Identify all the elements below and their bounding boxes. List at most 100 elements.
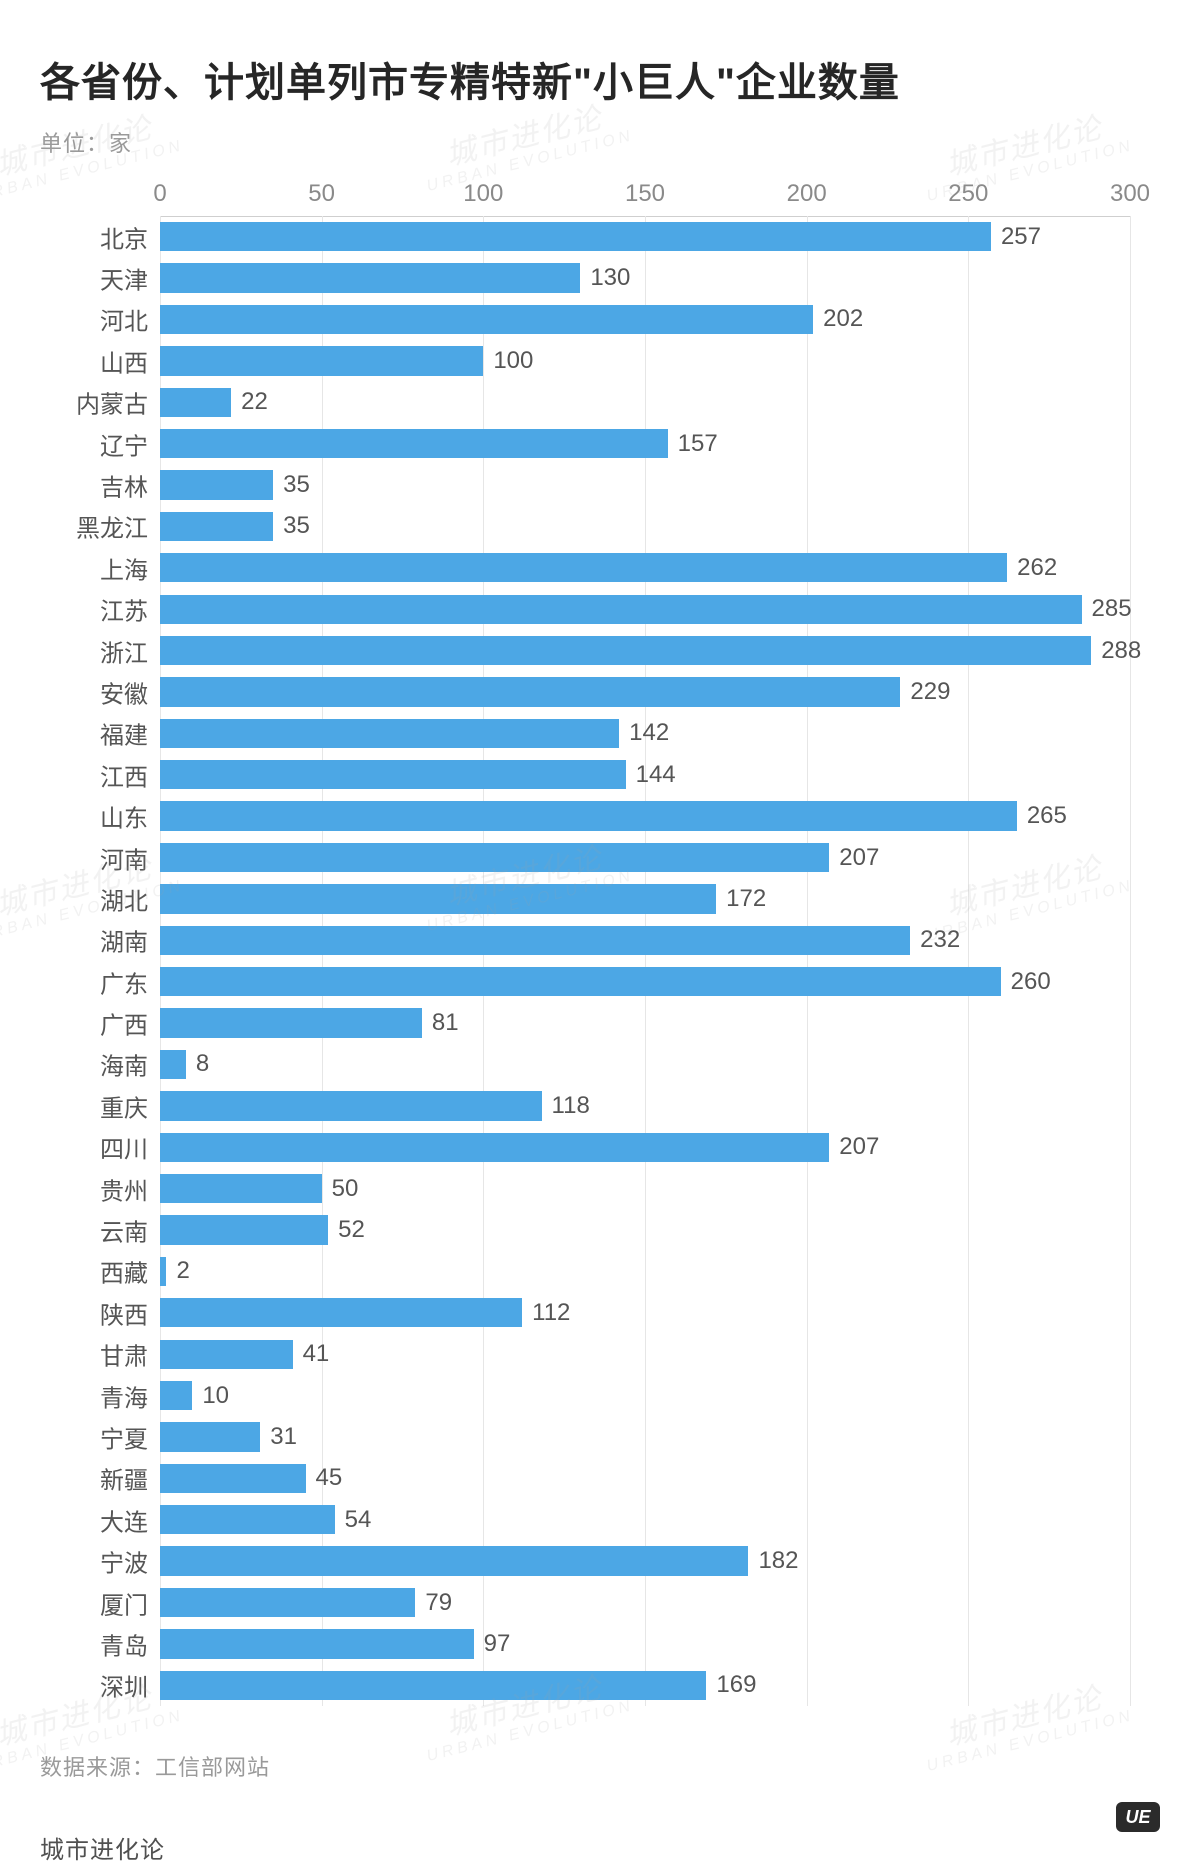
value-label: 112 xyxy=(532,1299,570,1327)
category-label: 北京 xyxy=(100,219,148,254)
value-label: 35 xyxy=(283,512,310,540)
value-label: 54 xyxy=(345,1506,372,1534)
x-tick-label: 100 xyxy=(463,180,503,208)
category-label: 深圳 xyxy=(100,1668,148,1703)
bar-row: 安徽229 xyxy=(160,671,1130,712)
category-label: 青岛 xyxy=(100,1626,148,1661)
bar-row: 河北202 xyxy=(160,299,1130,340)
bar xyxy=(160,677,900,706)
value-label: 130 xyxy=(590,264,630,292)
bar-row: 江西144 xyxy=(160,754,1130,795)
x-tick-label: 250 xyxy=(948,180,988,208)
bar xyxy=(160,1133,829,1162)
bar-row: 深圳169 xyxy=(160,1665,1130,1706)
bar xyxy=(160,305,813,334)
value-label: 202 xyxy=(823,305,863,333)
value-label: 35 xyxy=(283,471,310,499)
bar-row: 河南207 xyxy=(160,837,1130,878)
bar xyxy=(160,719,619,748)
bar-row: 广东260 xyxy=(160,961,1130,1002)
bar-row: 宁夏31 xyxy=(160,1416,1130,1457)
category-label: 天津 xyxy=(100,261,148,296)
value-label: 157 xyxy=(678,430,718,458)
value-label: 52 xyxy=(338,1216,365,1244)
x-tick-label: 150 xyxy=(625,180,665,208)
category-label: 河南 xyxy=(100,840,148,875)
value-label: 22 xyxy=(241,388,268,416)
bar xyxy=(160,1091,542,1120)
value-label: 285 xyxy=(1092,595,1132,623)
value-label: 31 xyxy=(270,1423,297,1451)
bar xyxy=(160,636,1091,665)
value-label: 229 xyxy=(910,678,950,706)
bar-row: 山东265 xyxy=(160,795,1130,836)
value-label: 45 xyxy=(316,1464,343,1492)
category-label: 江西 xyxy=(100,757,148,792)
bar xyxy=(160,1340,293,1369)
x-tick-label: 200 xyxy=(787,180,827,208)
ue-badge-icon: UE xyxy=(1116,1802,1160,1832)
bar xyxy=(160,1464,306,1493)
bar xyxy=(160,346,483,375)
bar-row: 浙江288 xyxy=(160,630,1130,671)
bar xyxy=(160,1422,260,1451)
data-source: 数据来源：工信部网站 xyxy=(40,1750,1160,1782)
gridline xyxy=(1130,216,1131,1706)
category-label: 湖北 xyxy=(100,881,148,916)
bar xyxy=(160,801,1017,830)
value-label: 79 xyxy=(425,1589,452,1617)
category-label: 黑龙江 xyxy=(76,509,148,544)
category-label: 新疆 xyxy=(100,1461,148,1496)
category-label: 甘肃 xyxy=(100,1337,148,1372)
chart-area: 050100150200250300 北京257天津130河北202山西100内… xyxy=(40,166,1160,1746)
x-axis: 050100150200250300 xyxy=(160,166,1130,216)
value-label: 2 xyxy=(176,1257,189,1285)
value-label: 144 xyxy=(636,761,676,789)
value-label: 118 xyxy=(552,1092,590,1120)
bar xyxy=(160,1174,322,1203)
bar-row: 福建142 xyxy=(160,713,1130,754)
category-label: 山东 xyxy=(100,799,148,834)
plot-area: 北京257天津130河北202山西100内蒙古22辽宁157吉林35黑龙江35上… xyxy=(160,216,1130,1706)
chart-title: 各省份、计划单列市专精特新"小巨人"企业数量 xyxy=(40,50,1160,108)
bar xyxy=(160,967,1001,996)
bar-row: 宁波182 xyxy=(160,1540,1130,1581)
value-label: 41 xyxy=(303,1340,330,1368)
bar xyxy=(160,595,1082,624)
x-tick-label: 300 xyxy=(1110,180,1150,208)
bar xyxy=(160,1546,748,1575)
bar-row: 湖北172 xyxy=(160,878,1130,919)
bar-row: 陕西112 xyxy=(160,1292,1130,1333)
value-label: 169 xyxy=(716,1671,756,1699)
bar-row: 天津130 xyxy=(160,257,1130,298)
bar-row: 山西100 xyxy=(160,340,1130,381)
category-label: 海南 xyxy=(100,1047,148,1082)
category-label: 山西 xyxy=(100,343,148,378)
bar-row: 大连54 xyxy=(160,1499,1130,1540)
bar xyxy=(160,222,991,251)
bar-row: 重庆118 xyxy=(160,1085,1130,1126)
category-label: 宁波 xyxy=(100,1544,148,1579)
bar xyxy=(160,429,668,458)
category-label: 厦门 xyxy=(100,1585,148,1620)
bar-row: 吉林35 xyxy=(160,464,1130,505)
category-label: 广东 xyxy=(100,964,148,999)
value-label: 97 xyxy=(484,1630,511,1658)
bar-row: 广西81 xyxy=(160,1002,1130,1043)
bar xyxy=(160,1629,474,1658)
bar-row: 海南8 xyxy=(160,1044,1130,1085)
bar-row: 黑龙江35 xyxy=(160,506,1130,547)
bar xyxy=(160,1588,415,1617)
value-label: 50 xyxy=(332,1175,359,1203)
category-label: 四川 xyxy=(100,1130,148,1165)
bar-row: 江苏285 xyxy=(160,589,1130,630)
bar-row: 辽宁157 xyxy=(160,423,1130,464)
bar-row: 厦门79 xyxy=(160,1582,1130,1623)
category-label: 上海 xyxy=(100,550,148,585)
bar xyxy=(160,1008,422,1037)
bar-row: 青岛97 xyxy=(160,1623,1130,1664)
bar-row: 湖南232 xyxy=(160,920,1130,961)
value-label: 260 xyxy=(1011,968,1051,996)
category-label: 重庆 xyxy=(100,1088,148,1123)
bar xyxy=(160,553,1007,582)
